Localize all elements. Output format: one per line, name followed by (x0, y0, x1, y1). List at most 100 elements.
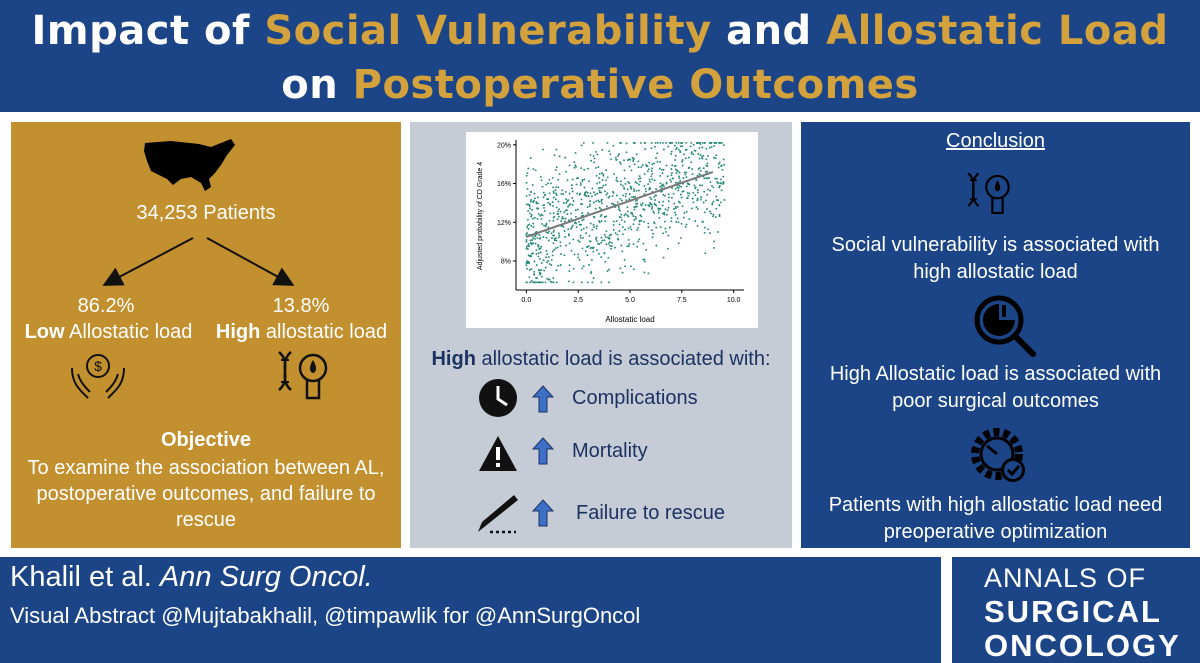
scatter-point (596, 249, 599, 252)
scatter-point (605, 243, 608, 246)
scatter-point (567, 280, 570, 283)
scatter-point (610, 241, 613, 244)
scatter-point (710, 145, 713, 148)
conclusion-line: Patients with high allostatic load need (828, 494, 1163, 516)
scatter-point (610, 233, 613, 236)
scatter-point (567, 234, 570, 237)
scatter-point (630, 169, 633, 172)
scatter-point (551, 176, 554, 179)
scatter-point (533, 270, 536, 273)
scatter-point (530, 224, 533, 227)
scatter-point (628, 198, 631, 200)
scatter-point (525, 181, 528, 184)
scatter-point (548, 178, 551, 181)
scatter-point (715, 207, 718, 210)
scatter-point (601, 198, 603, 201)
scatter-point (598, 189, 601, 192)
scatter-point (633, 208, 636, 211)
scatter-point (704, 141, 706, 144)
scatter-point (563, 220, 566, 223)
scatter-point (653, 222, 656, 225)
scatter-point (667, 234, 670, 237)
scatter-point (544, 225, 547, 228)
conclusion-heading: Conclusion (946, 130, 1045, 152)
scatter-point (650, 198, 653, 201)
scatter-point (557, 236, 560, 239)
scatter-point (535, 249, 538, 252)
scatter-point (651, 236, 654, 239)
scatter-point (632, 215, 635, 218)
scatter-point (608, 237, 611, 240)
scatter-point (683, 212, 686, 214)
scatter-point (530, 214, 533, 216)
scatter-point (673, 165, 676, 168)
scatter-point (559, 244, 562, 247)
scatter-point (683, 171, 686, 174)
scatter-point (661, 172, 664, 175)
scatter-point (635, 189, 638, 192)
scatter-point (569, 203, 572, 206)
scatter-point (718, 204, 721, 207)
scatter-point (609, 153, 612, 156)
scatter-point (691, 197, 694, 200)
scatter-point (703, 177, 706, 180)
scatter-point (558, 155, 561, 158)
scatter-point (681, 160, 683, 163)
scatter-point (670, 153, 673, 155)
scatter-point (527, 167, 530, 170)
scatter-point (545, 222, 548, 225)
scatter-point (618, 216, 621, 218)
scatter-point (545, 250, 548, 252)
scatter-point (635, 202, 637, 205)
scatter-point (643, 172, 646, 175)
scatter-point (563, 230, 566, 232)
scatter-point (566, 213, 569, 216)
scatter-point (617, 206, 620, 208)
scatter-point (625, 199, 628, 202)
scatter-point (596, 192, 599, 195)
objective-text: To examine the association between AL, p… (11, 455, 401, 533)
scatter-point (715, 154, 718, 157)
scatter-point (674, 148, 677, 151)
scatter-point (580, 144, 583, 147)
scatter-point (582, 218, 585, 221)
scatter-point (538, 271, 541, 274)
scatter-point (675, 221, 678, 223)
scatter-point (675, 141, 678, 144)
scatter-point (606, 141, 609, 144)
scatter-point (670, 196, 673, 199)
scatter-point (525, 203, 528, 206)
scatter-point (598, 181, 601, 184)
scatter-point (572, 224, 574, 227)
scatter-point (718, 161, 721, 164)
scatter-point (595, 166, 597, 169)
scatter-point (704, 252, 707, 255)
scatter-point (588, 180, 591, 183)
scatter-point (676, 186, 679, 189)
scatter-point (694, 220, 697, 223)
scatter-point (678, 171, 681, 174)
scatter-point (625, 192, 628, 195)
scatter-point (530, 252, 533, 255)
scatter-point (710, 212, 713, 215)
scatter-point (658, 207, 661, 210)
scatter-point (552, 277, 555, 279)
scatter-point (637, 166, 640, 169)
scatter-point (528, 205, 531, 208)
citation-line: Khalil et al. Ann Surg Oncol. (10, 561, 373, 594)
scatter-point (591, 281, 594, 284)
scatter-point (618, 230, 621, 232)
scatter-point (686, 191, 689, 194)
scatter-point (614, 246, 616, 249)
scatter-point (571, 190, 574, 193)
scatter-point (586, 206, 589, 208)
scatter-point (696, 199, 699, 201)
scatter-point (537, 252, 540, 255)
scatter-point (546, 253, 549, 256)
scatter-point (659, 160, 661, 163)
scatter-point (638, 183, 640, 186)
scatter-point (638, 220, 641, 222)
scatter-point (552, 230, 555, 233)
scatter-point (647, 222, 650, 225)
scatter-point (635, 153, 638, 156)
